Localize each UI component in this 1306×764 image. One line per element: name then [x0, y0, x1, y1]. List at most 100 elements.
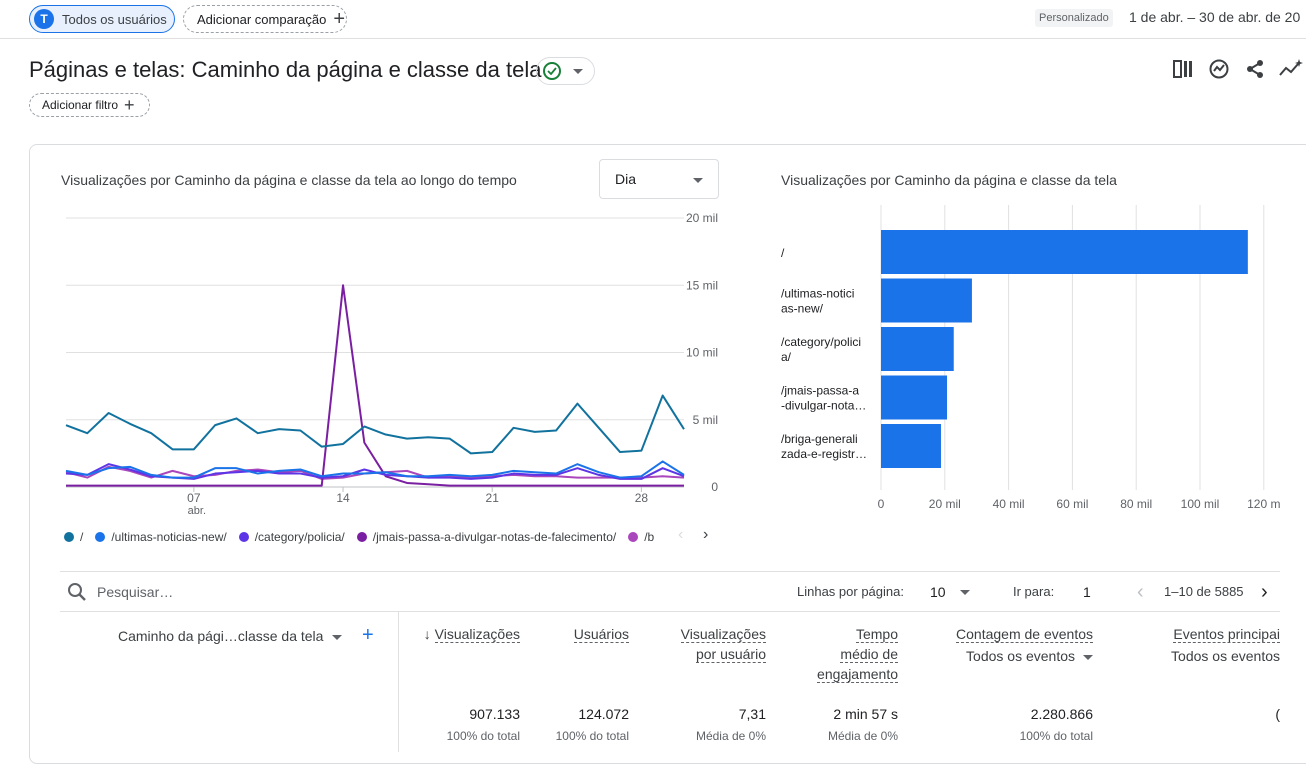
- add-filter-label: Adicionar filtro: [42, 98, 119, 112]
- custom-date-badge: Personalizado: [1035, 9, 1113, 27]
- bar[interactable]: [881, 375, 948, 420]
- bar[interactable]: [881, 278, 972, 323]
- x-tick-label: 07: [187, 491, 201, 505]
- top-divider: [0, 38, 1306, 39]
- goto-page-input[interactable]: 1: [1083, 584, 1091, 600]
- metric-header-label: médio de: [840, 646, 898, 663]
- legend-item[interactable]: /ultimas-noticias-new/: [95, 530, 227, 544]
- chevron-down-icon: [693, 178, 703, 183]
- metric-column-header[interactable]: ↓ Visualizações: [424, 624, 520, 644]
- bar-category-label: zada-e-registr…: [781, 447, 867, 461]
- prev-page-icon[interactable]: ‹: [1137, 581, 1144, 603]
- metric-column-header[interactable]: Visualizações por usuário: [680, 624, 766, 664]
- bar[interactable]: [881, 327, 954, 371]
- x-tick-label: 120 m: [1247, 497, 1280, 511]
- next-page-icon[interactable]: ›: [1261, 581, 1268, 603]
- metric-total-sub: 100% do total: [446, 729, 520, 743]
- legend-next-button[interactable]: ›: [703, 526, 709, 543]
- metric-column-header[interactable]: Contagem de eventos Todos os eventos: [956, 624, 1093, 666]
- dimension-dropdown-icon[interactable]: [332, 635, 342, 640]
- legend-item[interactable]: /b: [628, 530, 654, 544]
- sort-arrow-down-icon: ↓: [423, 626, 435, 642]
- rows-per-page-value: 10: [930, 584, 946, 600]
- metric-header-label: por usuário: [695, 646, 766, 663]
- x-tick-label: 21: [486, 491, 500, 505]
- legend-dot-icon: [628, 532, 639, 542]
- bar-chart-title: Visualizações por Caminho da página e cl…: [781, 172, 1117, 188]
- plus-icon: +: [124, 95, 135, 115]
- plus-icon: +: [333, 8, 346, 30]
- event-filter-dropdown[interactable]: Todos os eventos: [1171, 646, 1280, 666]
- legend-item[interactable]: /: [64, 530, 83, 544]
- legend-dot-icon: [64, 532, 74, 542]
- bar-chart: 0 20 mil 40 mil 60 mil 80 mil 100 mil 120 m / /u…: [781, 205, 1280, 511]
- legend-label: /ultimas-noticias-new/: [111, 530, 227, 544]
- x-tick-label: 0: [878, 497, 885, 511]
- legend-prev-button[interactable]: ‹: [678, 526, 684, 543]
- rows-per-page-label: Linhas por página:: [797, 584, 904, 599]
- metric-total: 2.280.866: [1030, 706, 1093, 722]
- x-tick-label: 28: [635, 491, 649, 505]
- metric-column-header[interactable]: Eventos principai Todos os eventos: [1171, 624, 1280, 666]
- share-icon[interactable]: [1242, 56, 1268, 82]
- rows-per-page-select[interactable]: 10: [930, 582, 974, 602]
- y-tick-label: 10 mil: [686, 346, 718, 360]
- y-tick-label: 0: [711, 480, 718, 494]
- metric-column-header[interactable]: Usuários: [573, 624, 629, 644]
- chevron-down-icon: [959, 589, 970, 595]
- series-line: [66, 284, 684, 487]
- bar-category-label: /: [781, 246, 785, 260]
- x-tick-label: 80 mil: [1120, 497, 1152, 511]
- trend-sparkle-icon[interactable]: [1278, 56, 1304, 82]
- dimension-column-header[interactable]: Caminho da pági…classe da tela: [118, 628, 324, 644]
- chevron-down-icon: [1083, 654, 1093, 660]
- add-filter-button[interactable]: Adicionar filtro +: [29, 93, 150, 117]
- legend-dot-icon: [356, 532, 367, 542]
- date-range-picker[interactable]: 1 de abr. – 30 de abr. de 20: [1129, 9, 1301, 25]
- report-status-dropdown[interactable]: [536, 57, 595, 85]
- event-filter-dropdown[interactable]: Todos os eventos: [956, 646, 1093, 666]
- page-title: Páginas e telas: Caminho da página e cla…: [29, 57, 542, 82]
- search-icon: [67, 582, 87, 607]
- granularity-value: Dia: [615, 171, 637, 187]
- metric-total: 7,31: [738, 706, 766, 722]
- metric-column-header[interactable]: Tempo médio de engajamento: [817, 624, 898, 684]
- series-line: [65, 460, 685, 479]
- y-tick-label: 20 mil: [686, 211, 718, 225]
- legend-label: /category/policia/: [254, 530, 345, 544]
- chart-legend: / /ultimas-noticias-new/ /category/policia…: [64, 527, 674, 547]
- add-dimension-icon[interactable]: +: [362, 624, 374, 646]
- compare-columns-icon[interactable]: [1170, 56, 1196, 82]
- chevron-down-icon: [573, 68, 583, 74]
- bar-category-label: -divulgar-nota…: [781, 399, 866, 413]
- pagination-range: 1–10 de 5885: [1164, 584, 1244, 599]
- legend-item[interactable]: /category/policia/: [238, 530, 345, 544]
- metric-header-label: engajamento: [817, 666, 898, 683]
- x-tick-label: 14: [336, 491, 350, 505]
- dimension-column-divider: [398, 612, 399, 752]
- y-tick-label: 5 mil: [693, 413, 718, 427]
- series-line: [65, 394, 685, 455]
- add-comparison-label: Adicionar comparação: [197, 11, 327, 27]
- bar-category-label: /ultimas-notici: [781, 287, 854, 301]
- metric-header-label: Eventos principai: [1173, 626, 1280, 643]
- metric-total-sub: Média de 0%: [695, 729, 766, 743]
- metric-header-label: Visualizações: [434, 626, 520, 643]
- segment-chip-all-users[interactable]: T Todos os usuários: [29, 5, 175, 33]
- table-search-input[interactable]: Pesquisar…: [97, 584, 174, 600]
- legend-item[interactable]: /jmais-passa-a-divulgar-notas-de-falecim…: [356, 530, 616, 544]
- event-filter-label: Todos os eventos: [966, 648, 1075, 664]
- bar[interactable]: [881, 424, 941, 468]
- line-chart-title: Visualizações por Caminho da página e cl…: [61, 172, 517, 188]
- metric-header-label: Usuários: [573, 626, 629, 643]
- insights-icon[interactable]: [1206, 56, 1232, 82]
- table-top-divider: [60, 571, 1280, 572]
- metric-total-sub: 100% do total: [1019, 729, 1093, 743]
- goto-label: Ir para:: [1013, 584, 1055, 599]
- search-row-divider: [60, 611, 1280, 612]
- y-tick-label: 15 mil: [686, 278, 718, 292]
- bar[interactable]: [881, 230, 1248, 274]
- granularity-select[interactable]: Dia: [599, 159, 719, 199]
- metric-total: 907.133: [469, 706, 520, 722]
- add-comparison-button[interactable]: Adicionar comparação +: [183, 5, 347, 33]
